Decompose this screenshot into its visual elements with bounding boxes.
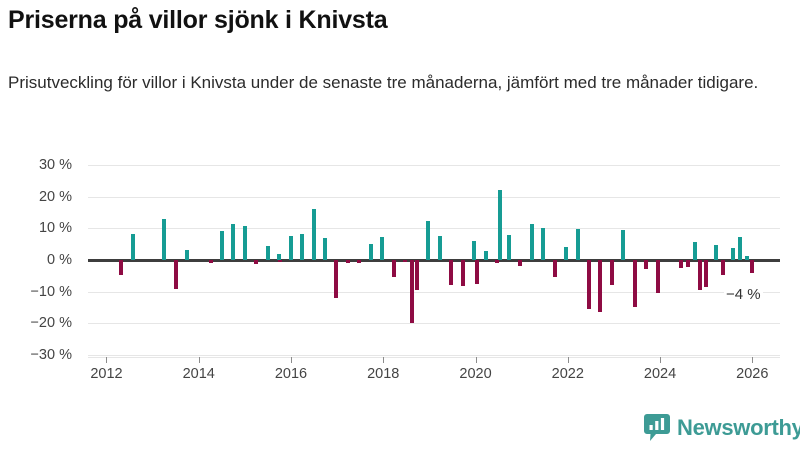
x-axis-tick: [290, 357, 292, 363]
bar: [426, 220, 430, 260]
bar: [721, 260, 725, 276]
gridline: [88, 323, 780, 325]
bar: [119, 260, 123, 276]
bar: [461, 260, 465, 286]
bar: [380, 236, 384, 260]
bar: [392, 260, 396, 278]
x-axis-tick-label: 2022: [551, 366, 584, 382]
y-axis-tick-label: 10 %: [38, 220, 72, 237]
bar: [289, 235, 293, 260]
bar: [731, 247, 735, 260]
y-axis-tick-label: −20 %: [30, 315, 72, 332]
x-axis-line: [88, 357, 780, 358]
bar: [518, 260, 522, 266]
x-axis-tick-label: 2018: [367, 366, 400, 382]
y-axis-tick-label: −30 %: [30, 347, 72, 364]
last-value-annotation: −4 %: [724, 286, 763, 303]
bar: [704, 260, 708, 287]
y-axis-tick-label: −10 %: [30, 283, 72, 300]
x-axis-tick-label: 2016: [274, 366, 308, 382]
x-axis-tick-label: 2020: [459, 366, 492, 382]
x-axis-tick: [660, 357, 662, 363]
bar: [278, 260, 282, 262]
bar: [750, 260, 754, 274]
bar: [185, 249, 189, 260]
gridline: [88, 228, 780, 230]
bar: [209, 260, 213, 263]
x-axis-tick-label: 2012: [90, 366, 123, 382]
bar: [587, 260, 591, 310]
bar: [403, 260, 407, 262]
bar: [507, 235, 511, 260]
x-axis-tick-label: 2024: [643, 366, 677, 382]
gridline: [88, 355, 780, 357]
bar: [438, 236, 442, 260]
bar: [312, 209, 316, 260]
bar: [621, 229, 625, 260]
y-axis-tick-label: 30 %: [38, 156, 72, 173]
newsworthy-logo: Newsworthy: [644, 414, 800, 442]
page-title: Priserna på villor sjönk i Knivsta: [8, 6, 388, 34]
bar: [369, 243, 373, 260]
bar: [633, 260, 637, 307]
x-axis-tick: [383, 357, 385, 363]
bar: [598, 260, 602, 312]
bar: [576, 228, 580, 260]
bar: [553, 260, 557, 278]
bar: [266, 245, 270, 260]
bar: [564, 246, 568, 260]
x-axis-tick: [106, 357, 108, 363]
logo-text: Newsworthy: [677, 415, 800, 440]
bar: [679, 260, 683, 268]
bar: [745, 256, 749, 260]
gridline: [88, 164, 780, 166]
bar: [231, 224, 235, 260]
bar: [686, 260, 690, 267]
zero-line: [88, 259, 780, 262]
x-axis-tick: [198, 357, 200, 363]
bar: [656, 260, 660, 294]
bar: [300, 233, 304, 260]
x-axis-tick-label: 2014: [182, 366, 215, 382]
bar: [357, 260, 361, 263]
bar: [254, 260, 258, 265]
y-axis-tick-label: 0 %: [47, 252, 72, 268]
x-axis-tick: [752, 357, 754, 363]
bar: [334, 260, 338, 299]
bar: [484, 251, 488, 260]
bar: [449, 260, 453, 286]
bar: [346, 260, 350, 264]
bar: [410, 260, 414, 324]
bar: [714, 245, 718, 260]
bar: [174, 260, 178, 290]
bar: [644, 260, 648, 269]
bar: [498, 189, 502, 260]
x-axis-tick-label: 2026: [736, 366, 769, 382]
bar: [323, 237, 327, 260]
bar: [277, 254, 281, 260]
bar: [541, 227, 545, 260]
bar: [162, 218, 166, 260]
bar: [243, 225, 247, 260]
bar-chart-speech-bubble-icon: [644, 414, 670, 441]
bar: [610, 260, 614, 286]
gridline: [88, 291, 780, 293]
x-axis-tick: [475, 357, 477, 363]
bar: [415, 260, 419, 291]
y-axis-tick-label: 20 %: [38, 188, 72, 205]
bar: [693, 241, 697, 260]
bar: [495, 260, 499, 264]
bar: [698, 260, 702, 291]
x-axis-tick: [567, 357, 569, 363]
bar: [472, 241, 476, 260]
gridline: [88, 196, 780, 198]
bar: [530, 224, 534, 260]
bar: [475, 260, 479, 284]
page-subtitle: Prisutveckling för villor i Knivsta unde…: [8, 73, 759, 92]
bar: [738, 236, 742, 260]
bar: [131, 234, 135, 260]
bar: [220, 230, 224, 260]
